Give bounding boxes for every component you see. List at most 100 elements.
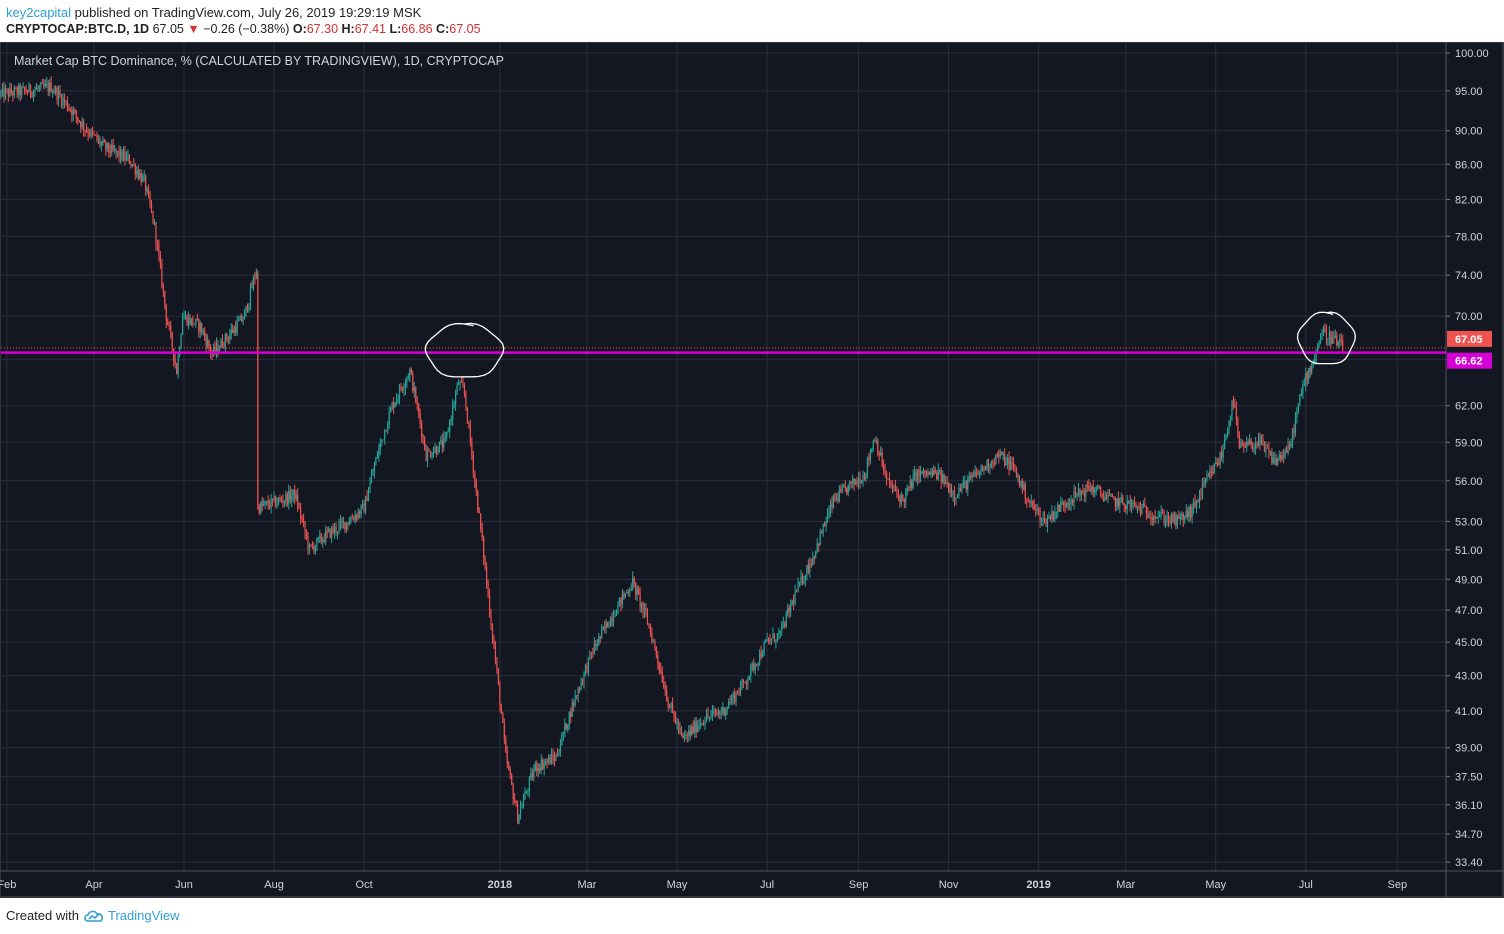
candle-body xyxy=(1173,514,1176,523)
candle-body xyxy=(342,521,345,523)
candle-body xyxy=(527,790,529,792)
candle-body xyxy=(621,593,623,605)
candle xyxy=(1046,514,1049,533)
candle-body xyxy=(1340,339,1342,341)
candle-body xyxy=(502,714,504,723)
candle xyxy=(235,320,237,337)
candle xyxy=(508,761,510,771)
candle xyxy=(552,748,554,765)
candle xyxy=(90,127,92,140)
candle-body xyxy=(950,489,953,496)
candle xyxy=(620,597,622,612)
candle xyxy=(1305,367,1307,392)
candle xyxy=(576,695,578,700)
candle-body xyxy=(1241,442,1243,444)
candle xyxy=(1271,448,1273,466)
candle xyxy=(115,148,117,159)
candle-body xyxy=(136,170,138,175)
btc-dominance-chart[interactable]: 100.0095.0090.0086.0082.0078.0074.0070.0… xyxy=(0,42,1504,898)
candle xyxy=(643,602,646,619)
candle-body xyxy=(1069,503,1071,505)
x-tick-label: Aug xyxy=(264,879,284,891)
candle-body xyxy=(1274,458,1276,460)
candle-body xyxy=(1200,493,1202,495)
publish-header: key2capital published on TradingView.com… xyxy=(6,5,421,20)
candle-body xyxy=(477,491,479,511)
candle-body xyxy=(209,347,212,353)
candle xyxy=(515,800,517,807)
candle xyxy=(63,93,66,109)
candle xyxy=(1102,490,1105,502)
candle xyxy=(766,632,768,642)
candle xyxy=(550,748,553,765)
candle xyxy=(958,483,960,499)
y-tick-label: 39.00 xyxy=(1455,743,1483,755)
candle-body xyxy=(1278,455,1280,459)
candle-body xyxy=(905,492,907,503)
candle xyxy=(826,508,829,524)
candle-body xyxy=(1147,513,1149,518)
candle-body xyxy=(475,481,477,492)
candle-body xyxy=(990,461,992,468)
candle-body xyxy=(555,755,557,761)
candle-body xyxy=(500,705,502,715)
candle-body xyxy=(1116,498,1118,507)
candle-body xyxy=(725,709,727,716)
candle xyxy=(0,89,2,99)
candle xyxy=(239,314,241,321)
candle xyxy=(24,86,26,95)
candle-body xyxy=(6,89,8,91)
candle-body xyxy=(429,451,432,457)
candle xyxy=(1173,511,1176,525)
candle-body xyxy=(1327,338,1329,340)
candle xyxy=(37,84,39,93)
candle-body xyxy=(242,319,244,322)
candle-body xyxy=(999,452,1001,457)
candle xyxy=(1020,480,1022,489)
candle xyxy=(875,436,877,445)
candle-body xyxy=(1321,336,1323,340)
candle xyxy=(491,623,494,645)
candle-body xyxy=(883,466,885,471)
chart-container[interactable]: 100.00 95.00 90.00 86.00 82.00 78.00 74.00 70.0… xyxy=(0,42,1504,898)
hand-drawn-circle-annotation xyxy=(424,322,505,378)
candle xyxy=(580,677,582,691)
candle-body xyxy=(931,471,933,476)
candle xyxy=(1291,427,1294,449)
candle-body xyxy=(518,814,520,824)
candle-body xyxy=(806,565,808,576)
candle xyxy=(266,500,268,506)
candle xyxy=(1325,324,1328,346)
candle-body xyxy=(937,470,939,480)
candle-body xyxy=(1339,339,1341,342)
candle xyxy=(159,251,162,269)
candle-body xyxy=(63,98,66,102)
candle xyxy=(1238,431,1240,450)
tradingview-brand[interactable]: TradingView xyxy=(107,908,180,923)
candle xyxy=(382,439,384,441)
candle xyxy=(1157,510,1159,525)
y-tick-label: 74.00 xyxy=(1455,270,1483,282)
candle xyxy=(914,465,916,482)
candle-body xyxy=(1207,476,1209,477)
candle-body xyxy=(694,721,696,733)
candle-body xyxy=(283,500,285,503)
candle xyxy=(174,354,176,369)
candle-body xyxy=(981,467,984,472)
candle-body xyxy=(1048,516,1050,519)
candle xyxy=(928,471,931,476)
candle xyxy=(1322,325,1325,337)
candle xyxy=(75,109,77,124)
candle xyxy=(198,318,200,338)
y-tick-label: 36.10 xyxy=(1455,800,1483,812)
candle-body xyxy=(1114,498,1116,507)
x-tick-label: Nov xyxy=(939,879,959,891)
candle-body xyxy=(339,520,342,525)
candle-body xyxy=(590,652,592,654)
candle xyxy=(390,406,392,413)
candle xyxy=(279,494,281,503)
candle-body xyxy=(877,440,879,453)
candle-body xyxy=(934,470,936,473)
author-username[interactable]: key2capital xyxy=(6,5,72,20)
candle xyxy=(395,393,398,407)
